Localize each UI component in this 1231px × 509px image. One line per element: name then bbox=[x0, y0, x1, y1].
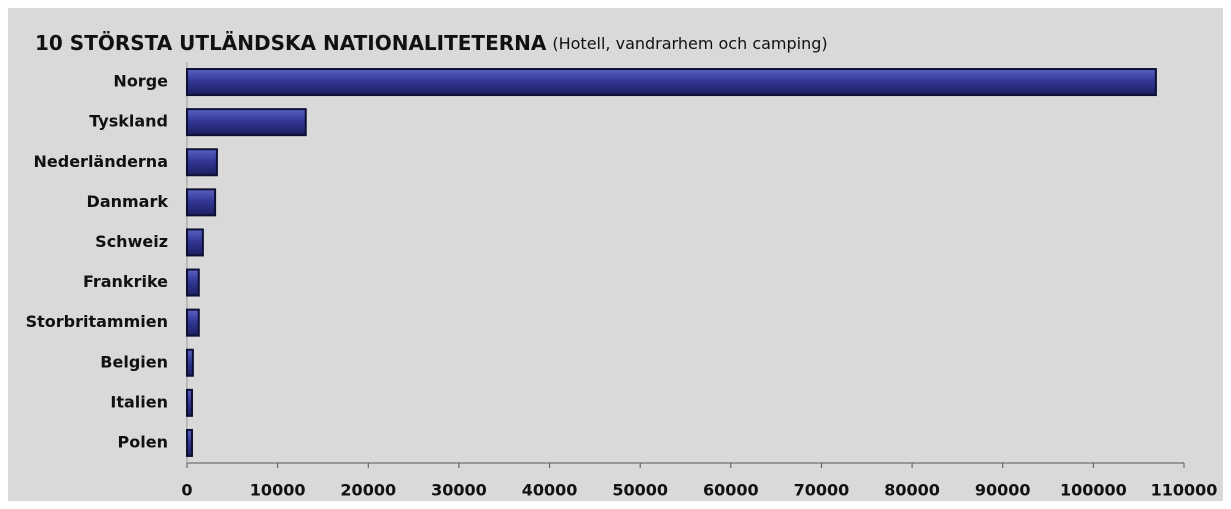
x-tick-label: 20000 bbox=[340, 481, 396, 500]
bar bbox=[186, 348, 194, 377]
x-tick-label: 50000 bbox=[612, 481, 668, 500]
x-tick-label: 110000 bbox=[1151, 481, 1218, 500]
bar bbox=[186, 308, 200, 337]
x-tick-label: 0 bbox=[181, 481, 192, 500]
y-tick-label: Schweiz bbox=[95, 232, 168, 251]
bar bbox=[186, 108, 307, 137]
chart-subtitle: (Hotell, vandrarhem och camping) bbox=[552, 34, 827, 53]
y-tick-label: Frankrike bbox=[83, 272, 168, 291]
bar bbox=[186, 148, 218, 177]
x-tick-label: 40000 bbox=[522, 481, 578, 500]
bar bbox=[186, 228, 204, 257]
y-tick-label: Tyskland bbox=[89, 112, 168, 131]
x-tick-label: 80000 bbox=[884, 481, 940, 500]
x-tick-label: 70000 bbox=[794, 481, 850, 500]
bar bbox=[186, 388, 193, 417]
y-tick-label: Polen bbox=[118, 432, 168, 451]
x-tick-label: 30000 bbox=[431, 481, 487, 500]
y-tick-label: Belgien bbox=[100, 352, 168, 371]
bar bbox=[186, 268, 200, 297]
bar bbox=[186, 428, 193, 457]
y-tick-label: Italien bbox=[110, 392, 168, 411]
chart-heading: 10 STÖRSTA UTLÄNDSKA NATIONALITETERNA (Ho… bbox=[35, 31, 828, 55]
x-tick-label: 60000 bbox=[703, 481, 759, 500]
x-tick-label: 90000 bbox=[975, 481, 1031, 500]
chart-title: 10 STÖRSTA UTLÄNDSKA NATIONALITETERNA bbox=[35, 31, 547, 55]
y-tick-label: Storbritammien bbox=[26, 312, 168, 331]
y-tick-label: Nederländerna bbox=[34, 152, 169, 171]
y-tick-label: Norge bbox=[113, 72, 168, 91]
y-tick-label: Danmark bbox=[87, 192, 169, 211]
x-tick-label: 100000 bbox=[1060, 481, 1127, 500]
bar bbox=[186, 188, 217, 217]
x-tick-label: 10000 bbox=[250, 481, 306, 500]
bar bbox=[186, 68, 1157, 97]
